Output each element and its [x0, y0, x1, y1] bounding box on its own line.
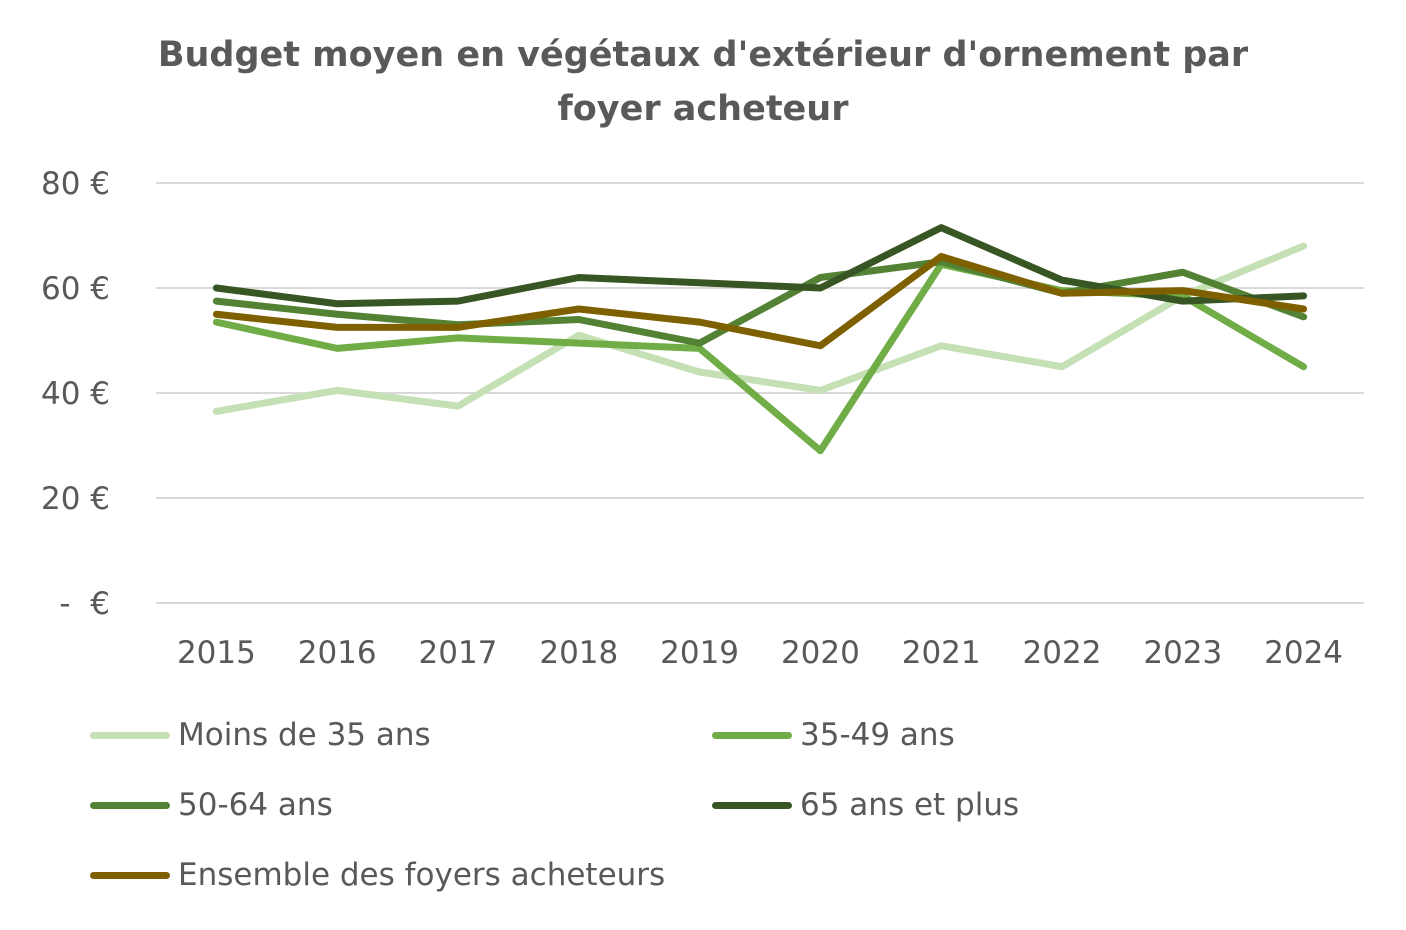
x-tick-label: 2016 — [298, 635, 377, 671]
chart-title-line-2: foyer acheteur — [557, 89, 849, 129]
series-line-0 — [212, 242, 1308, 415]
legend-swatch — [712, 731, 792, 739]
legend-label: 35-49 ans — [800, 717, 955, 753]
x-tick-label: 2019 — [660, 635, 739, 671]
legend-label: Moins de 35 ans — [178, 717, 431, 753]
legend-label: 65 ans et plus — [800, 787, 1020, 823]
legend-label: 50-64 ans — [178, 787, 333, 823]
legend-item: Moins de 35 ans — [90, 715, 431, 755]
y-tick-label: 60 € — [41, 271, 110, 307]
series-line-4 — [212, 253, 1308, 350]
y-axis: - € 20 € 40 € 60 € 80 € — [41, 166, 110, 622]
legend-item: Ensemble des foyers acheteurs — [90, 855, 665, 895]
x-tick-label: 2015 — [177, 635, 256, 671]
x-tick-label: 2024 — [1264, 635, 1343, 671]
legend-item: 35-49 ans — [712, 715, 955, 755]
y-tick-label: - € — [59, 586, 110, 622]
x-axis: 2015 2016 2017 2018 2019 2020 2021 2022 2023 2024 — [177, 635, 1343, 671]
chart-title: Budget moyen en végétaux d'extérieur d'o… — [0, 28, 1406, 136]
y-tick-label: 80 € — [41, 166, 110, 202]
x-tick-label: 2020 — [781, 635, 860, 671]
series-line-2 — [212, 258, 1308, 347]
legend-item: 65 ans et plus — [712, 785, 1019, 825]
legend-swatch — [90, 871, 170, 879]
legend-swatch — [90, 731, 170, 739]
legend-item: 50-64 ans — [90, 785, 333, 825]
y-tick-label: 20 € — [41, 481, 110, 517]
x-tick-label: 2023 — [1143, 635, 1222, 671]
x-tick-label: 2018 — [539, 635, 618, 671]
legend-swatch — [712, 801, 792, 809]
legend-swatch — [90, 801, 170, 809]
x-tick-label: 2022 — [1023, 635, 1102, 671]
series-lines — [212, 224, 1308, 455]
x-tick-label: 2017 — [419, 635, 498, 671]
x-tick-label: 2021 — [902, 635, 981, 671]
legend-label: Ensemble des foyers acheteurs — [178, 857, 666, 893]
chart-title-line-1: Budget moyen en végétaux d'extérieur d'o… — [157, 35, 1249, 75]
y-tick-label: 40 € — [41, 376, 110, 412]
